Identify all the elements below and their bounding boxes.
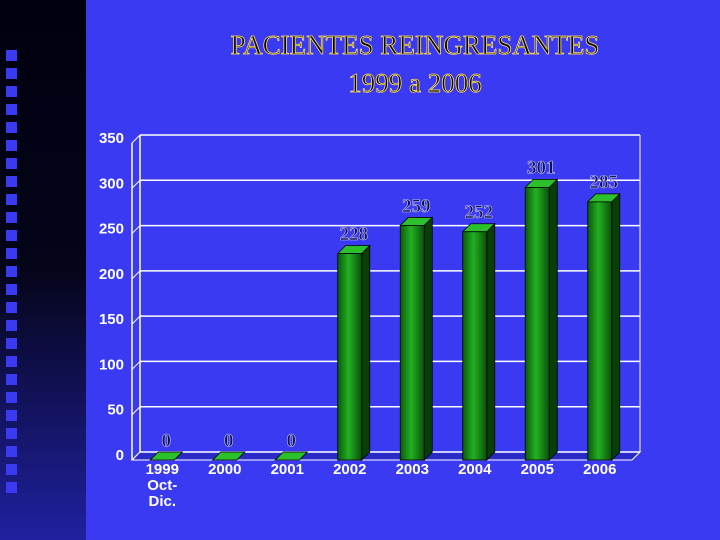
bar: [337, 253, 363, 461]
floor: [130, 451, 642, 461]
x-tick-label: 2002: [333, 461, 367, 478]
x-tick-label: 2004: [458, 461, 492, 478]
square: [6, 86, 17, 97]
x-tick-label: 2001: [270, 461, 304, 478]
bar-top: [274, 451, 309, 461]
bar: [399, 225, 425, 461]
square: [6, 374, 17, 385]
grid-line-side: [131, 361, 141, 370]
x-tick-label: 1999 Oct-Dic.: [145, 461, 179, 510]
bar-side: [423, 216, 433, 461]
grid-line-side: [131, 270, 141, 280]
bar-top: [211, 451, 246, 461]
x-tick-label: 2006: [583, 461, 617, 478]
square: [6, 122, 17, 133]
data-label: 0: [224, 430, 234, 451]
x-tick-label: 2005: [520, 461, 554, 478]
bar-side: [486, 222, 496, 461]
square: [6, 302, 17, 313]
square: [6, 410, 17, 421]
grid-line-side: [131, 315, 141, 325]
y-tick-label: 300: [99, 175, 124, 192]
y-tick-label: 100: [99, 356, 124, 373]
square: [6, 464, 17, 475]
grid-line-side: [131, 451, 141, 461]
chart-subtitle: 1999 a 2006: [348, 68, 481, 98]
y-tick-label: 250: [99, 221, 124, 238]
x-tick-label: 2003: [395, 461, 429, 478]
square: [6, 50, 17, 61]
bar-side: [361, 244, 371, 461]
data-label: 0: [287, 430, 297, 451]
square: [6, 482, 17, 493]
data-label: 301: [527, 158, 556, 179]
bar-top: [149, 451, 184, 461]
data-label: 252: [465, 202, 494, 223]
square: [6, 194, 17, 205]
data-label: 228: [340, 224, 369, 245]
grid-line-side: [131, 134, 141, 144]
square: [6, 158, 17, 169]
square: [6, 140, 17, 151]
bar: [587, 201, 613, 461]
square: [6, 266, 17, 277]
grid-line-side: [131, 179, 141, 189]
bar: [462, 231, 488, 461]
square: [6, 176, 17, 187]
bar-side: [611, 192, 621, 461]
y-tick-label: 350: [99, 130, 124, 147]
bar-side: [548, 178, 558, 461]
x-tick-label: 2000: [208, 461, 242, 478]
data-label: 259: [402, 196, 431, 217]
y-tick-label: 150: [99, 311, 124, 328]
square: [6, 68, 17, 79]
square: [6, 428, 17, 439]
square: [6, 284, 17, 295]
chart-title: PACIENTES REINGRESANTES: [231, 30, 600, 60]
decoration: [6, 50, 17, 493]
y-tick-label: 50: [107, 402, 124, 419]
square: [6, 356, 17, 367]
bar: [524, 186, 550, 461]
square: [6, 212, 17, 223]
grid-line-side: [131, 225, 141, 234]
square: [6, 320, 17, 331]
grid-line-side: [131, 406, 141, 416]
square: [6, 392, 17, 403]
data-label: 285: [590, 172, 619, 193]
square: [6, 230, 17, 241]
square: [6, 104, 17, 115]
y-tick-label: 0: [116, 447, 124, 464]
square: [6, 248, 17, 259]
data-label: 0: [162, 430, 172, 451]
square: [6, 338, 17, 349]
square: [6, 446, 17, 457]
y-tick-label: 200: [99, 266, 124, 283]
